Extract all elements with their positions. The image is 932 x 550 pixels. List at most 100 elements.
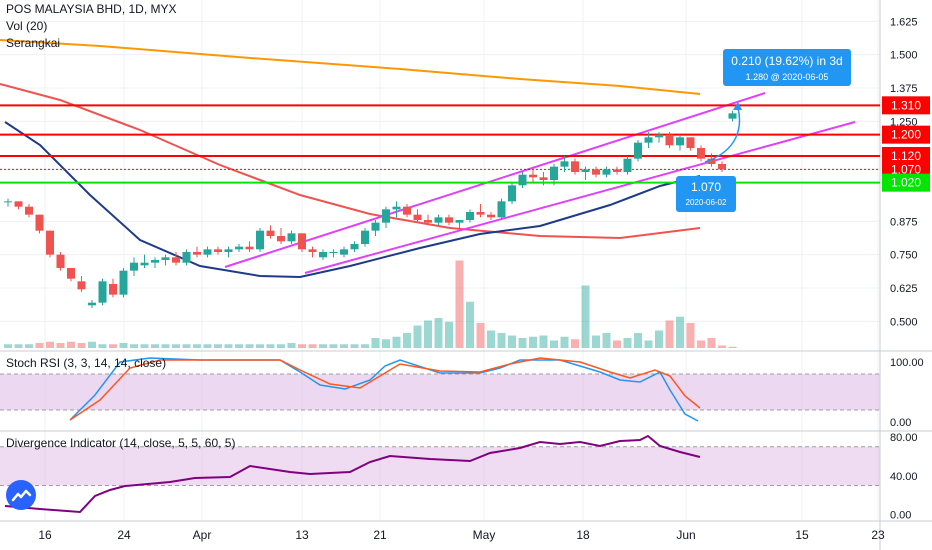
time-tick-label: 23 xyxy=(871,528,885,542)
volume-bar xyxy=(497,333,506,348)
price-tick-label: 0.750 xyxy=(890,250,918,262)
volume-bar xyxy=(361,344,369,348)
low-callout xyxy=(676,176,736,212)
projection-arrowhead xyxy=(733,102,742,110)
volume-bar xyxy=(539,335,548,348)
volume-bar xyxy=(707,338,716,348)
candle-body xyxy=(14,201,23,207)
candle-body xyxy=(224,249,233,252)
volume-bar xyxy=(245,344,254,348)
candle-body xyxy=(308,249,317,252)
candle-body xyxy=(707,158,716,164)
price-tick-label: 0.500 xyxy=(890,316,918,328)
candle-body xyxy=(476,212,485,215)
volume-bar xyxy=(298,344,306,348)
volume-bar xyxy=(130,344,138,348)
volume-bar xyxy=(119,343,128,348)
candle-body xyxy=(182,252,191,263)
volume-bar xyxy=(193,344,201,348)
candle-body xyxy=(172,257,180,263)
divergence-title: Divergence Indicator (14, close, 5, 5, 6… xyxy=(6,436,236,450)
volume-bar xyxy=(277,344,285,348)
candle-body xyxy=(329,252,338,253)
volume-bar xyxy=(266,344,275,348)
candle-body xyxy=(655,134,663,138)
candle-body xyxy=(466,212,474,220)
candle-body xyxy=(287,233,296,242)
candle-body xyxy=(67,268,75,279)
projection-callout xyxy=(723,49,851,86)
price-level-badge-text: 1.310 xyxy=(891,98,921,112)
volume-bar xyxy=(571,339,579,348)
price-tick-label: 1.250 xyxy=(890,116,918,128)
volume-bar xyxy=(340,344,348,348)
volume-bar xyxy=(560,336,569,348)
candle-body xyxy=(728,113,737,119)
volume-bar xyxy=(287,343,296,348)
volume-bar xyxy=(413,325,422,348)
candle-body xyxy=(77,281,86,290)
time-tick-label: 24 xyxy=(117,528,131,542)
volume-bar xyxy=(46,341,54,348)
candle-body xyxy=(497,201,506,218)
volume-bar xyxy=(235,344,243,348)
candle-body xyxy=(455,220,464,223)
vol-label: Vol (20) xyxy=(6,19,48,33)
candle-body xyxy=(161,257,170,260)
candle-body xyxy=(151,260,159,263)
price-level-badge-text: 1.070 xyxy=(891,162,921,176)
volume-bar xyxy=(518,338,527,348)
candle-body xyxy=(644,137,653,143)
candle-body xyxy=(613,169,621,172)
candle-body xyxy=(382,209,390,223)
volume-bar xyxy=(466,301,474,348)
volume-bar xyxy=(676,316,684,348)
time-tick-label: 13 xyxy=(295,528,309,542)
price-level-badge-text: 1.020 xyxy=(891,176,921,190)
volume-bar xyxy=(350,344,359,348)
candle-body xyxy=(518,174,527,186)
volume-bar xyxy=(487,330,495,348)
candle-body xyxy=(413,214,422,220)
candle-body xyxy=(203,249,212,255)
tradingview-logo-icon[interactable] xyxy=(6,480,36,510)
stoch-tick-label: 0.00 xyxy=(890,417,911,429)
volume-bar xyxy=(476,323,485,348)
volume-bar xyxy=(613,340,621,348)
low-callout-subtext: 2020-06-02 xyxy=(686,198,727,207)
candle-body xyxy=(686,137,695,148)
time-tick-label: May xyxy=(473,528,496,542)
volume-bar xyxy=(151,344,159,348)
time-tick-label: Jun xyxy=(676,528,695,542)
volume-bar xyxy=(445,321,453,348)
candle-body xyxy=(634,142,642,159)
candle-body xyxy=(676,137,684,146)
candle-body xyxy=(98,281,107,303)
candle-body xyxy=(319,252,327,258)
volume-bar xyxy=(214,344,222,348)
price-level-badge xyxy=(882,96,930,115)
stoch-d-line xyxy=(69,357,701,421)
price-tick-label: 1.375 xyxy=(890,83,918,95)
candle-body xyxy=(277,236,285,242)
volume-bar xyxy=(98,344,107,348)
candle-body xyxy=(424,220,432,223)
candle-body xyxy=(550,166,558,180)
volume-bar xyxy=(88,341,96,348)
candle-body xyxy=(560,161,569,167)
volume-bar xyxy=(581,285,590,348)
volume-bar xyxy=(109,344,117,348)
time-tick-label: 18 xyxy=(576,528,590,542)
volume-bar xyxy=(529,336,537,348)
price-tick-label: 1.500 xyxy=(890,50,918,62)
channel-lower-line xyxy=(304,121,856,274)
volume-bar xyxy=(455,260,464,348)
price-level-badge xyxy=(882,125,930,144)
candle-body xyxy=(434,217,443,223)
divergence-band-fill xyxy=(0,446,880,486)
candle-body xyxy=(361,230,369,244)
candle-body xyxy=(623,158,632,172)
candle-body xyxy=(130,262,138,271)
volume-bar xyxy=(665,320,674,348)
